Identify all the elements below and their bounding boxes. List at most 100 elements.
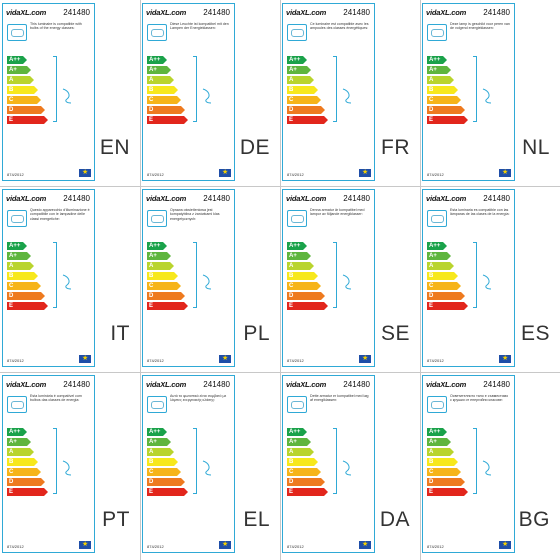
bulb-icon — [7, 396, 27, 413]
bulb-icon — [287, 396, 307, 413]
energy-class-bar: D — [147, 292, 184, 300]
energy-class-bar: A+ — [147, 438, 170, 446]
energy-class-bar: A+ — [7, 66, 30, 74]
regulation-number: 874/2012 — [287, 358, 304, 363]
bulb-icon — [147, 24, 167, 41]
label-header: vidaXL.com 241480 — [6, 194, 92, 206]
language-code: NL — [522, 136, 550, 159]
brand-logo: vidaXL.com — [426, 8, 466, 17]
energy-class-bar: C — [147, 282, 181, 290]
energy-label-cell-pl: vidaXL.com 241480 Oprawa oświetleniowa j… — [140, 186, 280, 372]
brand-logo-text: vidaXL.com — [286, 380, 327, 389]
energy-class-bar: A — [7, 448, 34, 456]
energy-class-bar: A+ — [427, 66, 450, 74]
language-code: PT — [102, 508, 130, 531]
label-footer: 874/2012 — [426, 168, 512, 177]
language-code: SE — [380, 322, 410, 345]
product-code: 241480 — [63, 194, 90, 203]
energy-class-bar: C — [287, 96, 321, 104]
energy-class-bar: E — [427, 488, 468, 496]
brand-logo: vidaXL.com — [6, 194, 46, 203]
brand-logo-text: vidaXL.com — [426, 8, 467, 17]
language-code: EL — [243, 508, 270, 531]
regulation-number: 874/2012 — [7, 544, 24, 549]
energy-class-bar: A+ — [427, 252, 450, 260]
eu-flag-icon — [499, 540, 511, 549]
energy-class-bar: C — [427, 282, 461, 290]
label-header: vidaXL.com 241480 — [286, 380, 372, 392]
lamp-symbol-icon — [62, 460, 72, 476]
lamp-symbol-icon — [342, 88, 352, 104]
compatible-range-bracket — [193, 428, 197, 494]
energy-label: vidaXL.com 241480 Αυτό το φωτιστικό είνα… — [142, 375, 235, 553]
energy-class-bar: B — [427, 272, 457, 280]
energy-label: vidaXL.com 241480 Denna armatur är kompa… — [282, 189, 375, 367]
regulation-number: 874/2012 — [427, 544, 444, 549]
brand-logo-text: vidaXL.com — [426, 194, 467, 203]
energy-label-cell-it: vidaXL.com 241480 Questo apparecchio d'i… — [0, 186, 140, 372]
energy-class-bar: B — [147, 86, 177, 94]
energy-class-bar: A — [147, 448, 174, 456]
energy-label-cell-bg: vidaXL.com 241480 Осветителното тяло е с… — [420, 372, 560, 558]
compatibility-text: Ce luminaire est compatible avec les amp… — [310, 22, 369, 31]
compatible-range-bracket — [333, 428, 337, 494]
regulation-number: 874/2012 — [147, 544, 164, 549]
compatible-range-bracket — [473, 428, 477, 494]
energy-class-bar: A+ — [147, 252, 170, 260]
label-footer: 874/2012 — [146, 354, 232, 363]
regulation-number: 874/2012 — [7, 172, 24, 177]
energy-label-cell-el: vidaXL.com 241480 Αυτό το φωτιστικό είνα… — [140, 372, 280, 558]
energy-class-bar: E — [7, 116, 48, 124]
energy-class-scale: A++ A+ A B C D E — [7, 428, 48, 498]
eu-flag-icon — [499, 168, 511, 177]
energy-class-bar: C — [147, 96, 181, 104]
regulation-number: 874/2012 — [7, 358, 24, 363]
brand-logo: vidaXL.com — [286, 194, 326, 203]
brand-logo-text: vidaXL.com — [6, 8, 47, 17]
energy-class-bar: E — [287, 116, 328, 124]
energy-class-scale: A++ A+ A B C D E — [147, 428, 188, 498]
energy-class-bar: A++ — [287, 428, 307, 436]
energy-class-bar: A — [287, 76, 314, 84]
label-header: vidaXL.com 241480 — [286, 194, 372, 206]
eu-flag-icon — [499, 354, 511, 363]
energy-class-bar: A++ — [427, 428, 447, 436]
eu-flag-icon — [359, 168, 371, 177]
brand-logo-text: vidaXL.com — [6, 194, 47, 203]
label-footer: 874/2012 — [426, 354, 512, 363]
product-code: 241480 — [343, 194, 370, 203]
compatibility-statement: Осветителното тяло е съвместимо с крушки… — [426, 394, 510, 420]
energy-class-bar: A++ — [287, 56, 307, 64]
energy-class-bar: D — [427, 292, 464, 300]
energy-class-bar: E — [147, 488, 188, 496]
lamp-symbol-icon — [482, 88, 492, 104]
label-header: vidaXL.com 241480 — [426, 380, 512, 392]
brand-logo: vidaXL.com — [146, 8, 186, 17]
energy-class-bar: B — [427, 86, 457, 94]
energy-label: vidaXL.com 241480 Esta luminaria es comp… — [422, 189, 515, 367]
regulation-number: 874/2012 — [427, 358, 444, 363]
compatibility-text: Esta luminaria es compatible con las lám… — [450, 208, 510, 217]
product-code: 241480 — [63, 380, 90, 389]
label-footer: 874/2012 — [6, 354, 92, 363]
energy-class-scale: A++ A+ A B C D E — [427, 242, 468, 312]
compatibility-text: Deze lamp is geschikt voor peren van de … — [450, 22, 510, 31]
label-header: vidaXL.com 241480 — [286, 8, 372, 20]
product-code: 241480 — [343, 380, 370, 389]
energy-class-bar: A++ — [147, 56, 167, 64]
energy-class-bar: D — [147, 478, 184, 486]
energy-class-bar: D — [287, 292, 324, 300]
lamp-symbol-icon — [62, 274, 72, 290]
compatibility-statement: Deze lamp is geschikt voor peren van de … — [426, 22, 510, 48]
lamp-symbol-icon — [482, 274, 492, 290]
energy-class-bar: C — [427, 96, 461, 104]
bulb-icon — [427, 396, 447, 413]
compatibility-statement: Denna armatur är kompatibel med lampor a… — [286, 208, 370, 234]
energy-class-bar: A — [7, 262, 34, 270]
energy-class-bar: D — [7, 106, 44, 114]
energy-class-bar: C — [7, 282, 41, 290]
energy-class-bar: D — [7, 292, 44, 300]
energy-class-bar: A+ — [147, 66, 170, 74]
energy-label-cell-da: vidaXL.com 241480 Dette armatur er kompa… — [280, 372, 420, 558]
grid-divider — [420, 0, 421, 560]
